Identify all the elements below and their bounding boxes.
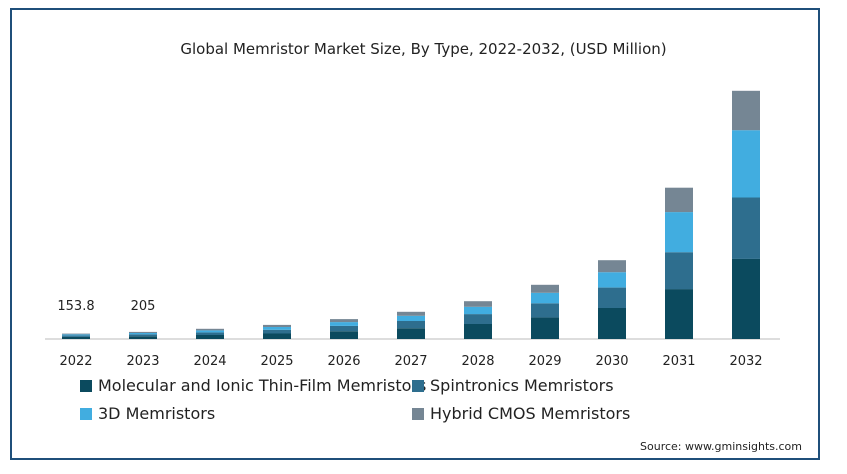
bar-2026-series-3 xyxy=(330,319,358,323)
bar-2022-series-2 xyxy=(62,334,90,336)
bar-2028-series-2 xyxy=(464,306,492,315)
data-labels-group: 153.8 205 xyxy=(57,299,155,314)
x-tick-label: 2027 xyxy=(394,354,427,369)
bar-2026-series-2 xyxy=(330,322,358,326)
data-label-2022: 153.8 xyxy=(57,299,94,314)
bar-2028-series-3 xyxy=(464,301,492,307)
x-tick-label: 2032 xyxy=(729,354,762,369)
chart-title: Global Memristor Market Size, By Type, 2… xyxy=(180,40,667,58)
bar-2022-series-1 xyxy=(62,335,90,337)
bar-2026-series-0 xyxy=(330,331,358,339)
x-tick-label: 2025 xyxy=(260,354,293,369)
bar-2032-series-3 xyxy=(732,90,760,131)
bar-2023-series-3 xyxy=(129,331,157,333)
bar-2024-series-3 xyxy=(196,328,224,331)
legend-item-hybrid: Hybrid CMOS Memristors xyxy=(412,404,630,423)
bar-2031-series-0 xyxy=(665,289,693,339)
bar-2030-series-1 xyxy=(598,287,626,308)
bar-2029-series-3 xyxy=(531,284,559,293)
bar-2031-series-1 xyxy=(665,252,693,290)
x-tick-label: 2023 xyxy=(126,354,159,369)
bars-group xyxy=(62,90,760,339)
bar-2022-series-3 xyxy=(62,333,90,335)
x-tick-label: 2031 xyxy=(662,354,695,369)
x-tick-label: 2030 xyxy=(595,354,628,369)
bar-2031-series-3 xyxy=(665,187,693,213)
legend-item-spintronics: Spintronics Memristors xyxy=(412,376,614,395)
bar-2030-series-3 xyxy=(598,260,626,273)
source-note: Source: www.gminsights.com xyxy=(640,440,802,453)
bar-2029-series-0 xyxy=(531,317,559,339)
bar-2029-series-2 xyxy=(531,292,559,304)
bar-2032-series-2 xyxy=(732,130,760,198)
legend-label-spintronics: Spintronics Memristors xyxy=(430,376,614,395)
bar-2022-series-0 xyxy=(62,336,90,339)
bar-2027-series-1 xyxy=(397,321,425,329)
bar-2024-series-2 xyxy=(196,330,224,333)
bar-2025-series-2 xyxy=(263,327,291,330)
bar-2024-series-0 xyxy=(196,335,224,339)
bar-2032-series-1 xyxy=(732,197,760,259)
legend-swatch-spintronics xyxy=(412,379,424,392)
bar-2026-series-1 xyxy=(330,325,358,332)
legend-swatch-molecular xyxy=(80,379,92,392)
bar-2029-series-1 xyxy=(531,303,559,318)
legend-label-3d: 3D Memristors xyxy=(98,404,216,423)
legend-swatch-3d xyxy=(80,407,92,420)
bar-2025-series-1 xyxy=(263,329,291,334)
bar-2027-series-0 xyxy=(397,328,425,339)
bar-2027-series-2 xyxy=(397,315,425,321)
bar-2024-series-1 xyxy=(196,332,224,335)
bar-2028-series-1 xyxy=(464,314,492,324)
x-tick-label: 2029 xyxy=(528,354,561,369)
bar-2023-series-2 xyxy=(129,332,157,335)
data-label-2023: 205 xyxy=(131,299,156,314)
x-tick-label: 2024 xyxy=(193,354,226,369)
x-tick-label: 2028 xyxy=(461,354,494,369)
legend-item-molecular: Molecular and Ionic Thin-Film Memristors xyxy=(80,376,426,395)
bar-2025-series-3 xyxy=(263,324,291,327)
bar-2027-series-3 xyxy=(397,311,425,316)
bar-2023-series-1 xyxy=(129,334,157,337)
legend-swatch-hybrid xyxy=(412,407,424,420)
bar-2028-series-0 xyxy=(464,324,492,339)
bar-2030-series-2 xyxy=(598,272,626,288)
legend-label-hybrid: Hybrid CMOS Memristors xyxy=(430,404,631,423)
bar-2032-series-0 xyxy=(732,258,760,339)
legend-label-molecular: Molecular and Ionic Thin-Film Memristors xyxy=(98,376,427,395)
legend-item-3d: 3D Memristors xyxy=(80,404,215,423)
bar-2031-series-2 xyxy=(665,212,693,253)
legend: Molecular and Ionic Thin-Film Memristors… xyxy=(70,376,770,436)
bar-2030-series-0 xyxy=(598,308,626,339)
x-tick-label: 2022 xyxy=(59,354,92,369)
x-tick-label: 2026 xyxy=(327,354,360,369)
x-ticks-group: 2022 2023 2024 2025 2026 2027 2028 2029 2030 2031… xyxy=(59,354,762,369)
bar-2023-series-0 xyxy=(129,336,157,339)
bar-2025-series-0 xyxy=(263,333,291,339)
